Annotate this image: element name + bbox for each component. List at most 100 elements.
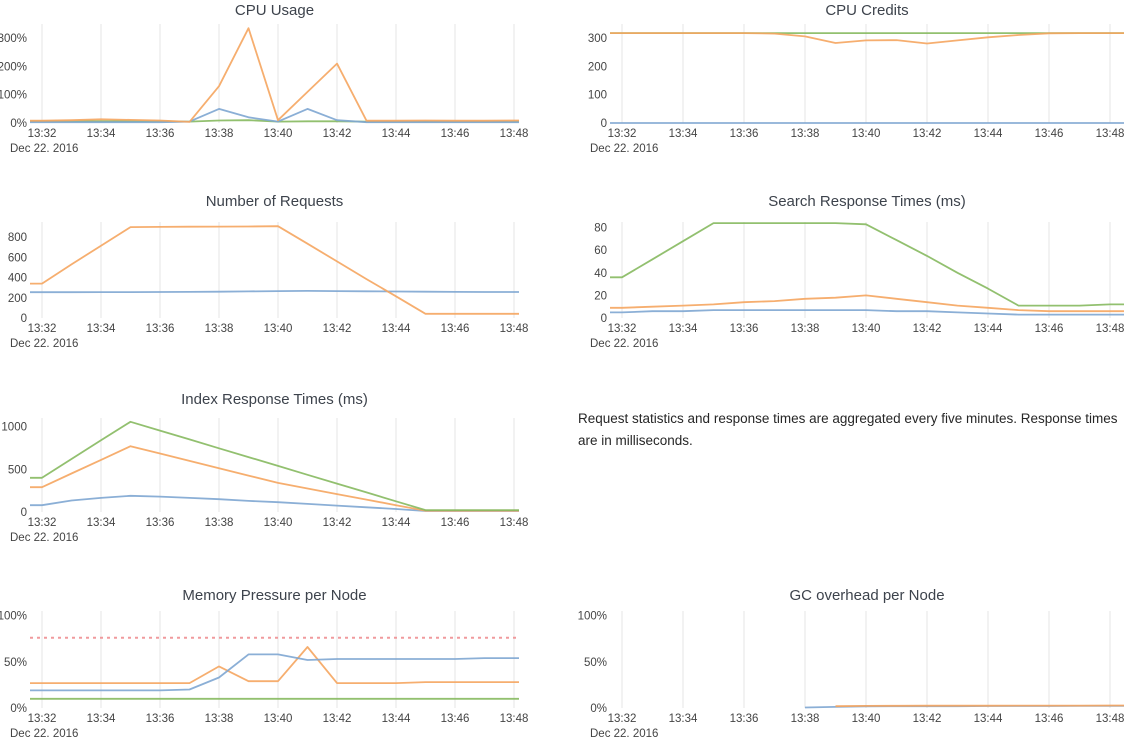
x-tick-label: 13:36 <box>146 128 175 140</box>
y-tick-label: 200 <box>588 61 607 73</box>
x-tick-label: 13:32 <box>28 713 57 725</box>
series-orange <box>610 294 1124 313</box>
x-tick-label: 13:44 <box>382 128 411 140</box>
x-tick-label: 13:40 <box>852 323 881 335</box>
y-tick-label: 40 <box>594 268 607 280</box>
x-tick-label: 13:32 <box>28 323 57 335</box>
x-tick-label: 13:46 <box>441 128 470 140</box>
series-green <box>30 420 519 512</box>
x-tick-label: 13:34 <box>87 517 116 529</box>
date-label: Dec 22. 2016 <box>10 338 78 350</box>
y-tick-label: 200 <box>8 293 27 305</box>
date-label: Dec 22. 2016 <box>590 338 658 350</box>
x-tick-label: 13:42 <box>323 713 352 725</box>
x-tick-label: 13:38 <box>791 323 820 335</box>
x-tick-label: 13:44 <box>382 323 411 335</box>
x-tick-label: 13:32 <box>608 128 637 140</box>
series-blue <box>30 494 519 512</box>
x-tick-label: 13:44 <box>382 517 411 529</box>
y-tick-label: 300% <box>0 33 27 45</box>
date-label: Dec 22. 2016 <box>10 532 78 544</box>
x-tick-label: 13:38 <box>205 517 234 529</box>
x-tick-label: 13:48 <box>500 323 529 335</box>
x-tick-label: 13:48 <box>1096 128 1125 140</box>
series-blue <box>30 108 519 124</box>
aggregation-note: Request statistics and response times ar… <box>578 411 1118 448</box>
x-tick-label: 13:48 <box>500 128 529 140</box>
chart-index-response-times-ms[interactable]: Index Response Times (ms) 0 500 1000 13:32 13… <box>1 391 528 544</box>
y-tick-label: 500 <box>8 464 27 476</box>
y-tick-label: 0% <box>590 703 607 715</box>
x-tick-label: 13:38 <box>205 713 234 725</box>
x-tick-label: 13:34 <box>87 713 116 725</box>
series-orange <box>30 646 519 684</box>
chart-title: Search Response Times (ms) <box>768 193 966 210</box>
x-tick-label: 13:36 <box>730 713 759 725</box>
x-tick-label: 13:42 <box>913 713 942 725</box>
x-tick-label: 13:44 <box>974 713 1003 725</box>
y-tick-label: 60 <box>594 245 607 257</box>
x-tick-label: 13:40 <box>264 128 293 140</box>
x-tick-label: 13:38 <box>791 128 820 140</box>
x-tick-label: 13:36 <box>146 517 175 529</box>
y-tick-label: 0 <box>21 313 27 325</box>
x-tick-label: 13:42 <box>323 128 352 140</box>
y-tick-label: 20 <box>594 290 607 302</box>
chart-memory-pressure-per-node[interactable]: Memory Pressure per Node 0% 50% 100% 13:32 13… <box>0 587 528 740</box>
x-tick-label: 13:46 <box>441 517 470 529</box>
x-tick-label: 13:36 <box>730 323 759 335</box>
series-orange <box>610 32 1124 45</box>
y-tick-label: 0 <box>601 118 607 130</box>
chart-search-response-times-ms[interactable]: Search Response Times (ms) 0 20 40 60 80 13:32… <box>590 193 1124 350</box>
x-tick-label: 13:42 <box>913 128 942 140</box>
x-tick-label: 13:40 <box>264 323 293 335</box>
chart-title: Number of Requests <box>206 193 344 210</box>
y-tick-label: 100 <box>588 90 607 102</box>
x-tick-label: 13:40 <box>852 713 881 725</box>
chart-title: Memory Pressure per Node <box>182 587 366 604</box>
x-tick-label: 13:46 <box>441 713 470 725</box>
x-tick-label: 13:48 <box>500 713 529 725</box>
y-tick-label: 1000 <box>1 422 27 434</box>
chart-cpu-credits[interactable]: CPU Credits 0 100 200 300 13:32 13:34 13:36 13:3… <box>588 2 1125 155</box>
x-tick-label: 13:38 <box>791 713 820 725</box>
series-blue <box>30 289 519 294</box>
date-label: Dec 22. 2016 <box>10 143 78 155</box>
chart-title: Index Response Times (ms) <box>181 391 368 408</box>
x-tick-label: 13:38 <box>205 128 234 140</box>
chart-number-of-requests[interactable]: Number of Requests 0 200 400 600 800 13:32 13:3… <box>8 193 529 350</box>
x-tick-label: 13:34 <box>669 713 698 725</box>
x-tick-label: 13:34 <box>87 323 116 335</box>
y-tick-label: 600 <box>8 252 27 264</box>
series-blue <box>30 653 519 692</box>
x-tick-label: 13:44 <box>974 323 1003 335</box>
date-label: Dec 22. 2016 <box>590 728 658 740</box>
x-tick-label: 13:42 <box>323 517 352 529</box>
chart-cpu-usage[interactable]: CPU Usage 0% 100% 200% 300% 13:32 13:34 13:36 13… <box>0 2 528 155</box>
x-tick-label: 13:36 <box>146 713 175 725</box>
y-tick-label: 100% <box>0 611 27 623</box>
x-tick-label: 13:36 <box>730 128 759 140</box>
x-tick-label: 13:34 <box>669 323 698 335</box>
x-tick-label: 13:46 <box>1035 713 1064 725</box>
x-tick-label: 13:42 <box>323 323 352 335</box>
y-tick-label: 200% <box>0 61 27 73</box>
x-tick-label: 13:38 <box>205 323 234 335</box>
x-tick-label: 13:34 <box>87 128 116 140</box>
x-tick-label: 13:48 <box>1096 323 1125 335</box>
x-tick-label: 13:44 <box>974 128 1003 140</box>
x-tick-label: 13:36 <box>146 323 175 335</box>
y-tick-label: 0 <box>21 507 27 519</box>
y-tick-label: 300 <box>588 33 607 45</box>
x-tick-label: 13:40 <box>264 713 293 725</box>
chart-title: CPU Credits <box>825 2 908 19</box>
chart-gc-overhead-per-node[interactable]: GC overhead per Node 0% 50% 100% 13:32 13:34 1… <box>578 587 1125 740</box>
x-tick-label: 13:32 <box>28 517 57 529</box>
chart-title: GC overhead per Node <box>789 587 944 604</box>
y-tick-label: 50% <box>584 657 607 669</box>
series-orange <box>30 445 519 512</box>
x-tick-label: 13:40 <box>852 128 881 140</box>
y-tick-label: 0% <box>10 703 27 715</box>
x-tick-label: 13:32 <box>608 323 637 335</box>
